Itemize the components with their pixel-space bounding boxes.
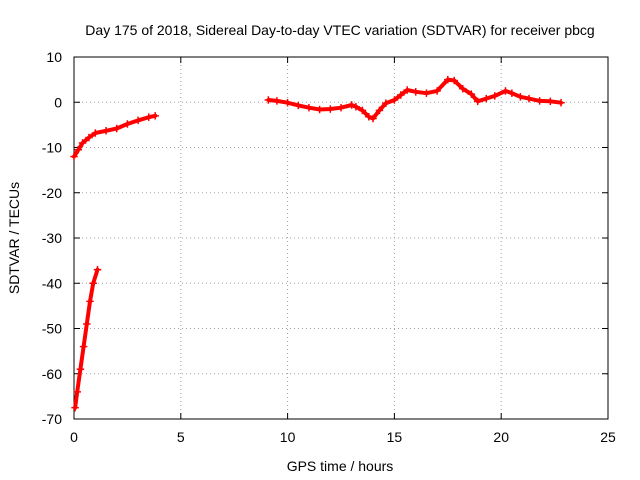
data-point xyxy=(444,75,452,84)
chart-title: Day 175 of 2018, Sidereal Day-to-day VTE… xyxy=(85,22,594,38)
data-point xyxy=(151,112,159,120)
data-point xyxy=(91,129,100,137)
data-point xyxy=(78,139,87,147)
data-point xyxy=(450,76,458,85)
y-tick-label: -30 xyxy=(42,230,62,246)
x-tick-label: 5 xyxy=(177,429,185,445)
axis-ticks xyxy=(73,56,609,420)
data-point xyxy=(264,96,273,104)
y-tick-label: -20 xyxy=(42,185,62,201)
data-point xyxy=(501,87,510,95)
data-point xyxy=(403,86,411,94)
series-pbcg-a xyxy=(71,265,102,412)
data-point xyxy=(83,320,91,328)
x-tick-label: 0 xyxy=(70,429,78,445)
y-tick-label: -60 xyxy=(42,366,62,382)
data-point xyxy=(71,403,79,412)
y-tick-label: -10 xyxy=(42,140,62,156)
data-point xyxy=(365,112,373,121)
data-point xyxy=(326,105,335,113)
data-point xyxy=(73,388,81,396)
x-tick-label: 20 xyxy=(493,429,509,445)
data-point xyxy=(508,89,516,97)
x-tick-label: 10 xyxy=(280,429,296,445)
data-point xyxy=(294,101,303,110)
y-tick-label: -50 xyxy=(42,321,62,337)
x-tick-labels: 0 5 10 15 20 25 xyxy=(70,429,616,445)
data-point xyxy=(273,97,281,105)
y-tick-label: 10 xyxy=(46,49,62,65)
data-point xyxy=(473,97,482,106)
x-tick-label: 25 xyxy=(600,429,616,445)
data-point xyxy=(347,101,356,109)
data-point xyxy=(516,93,525,101)
data-point xyxy=(557,98,565,107)
data-point xyxy=(112,124,121,133)
data-point xyxy=(412,88,420,96)
data-point xyxy=(85,133,93,142)
data-point xyxy=(89,279,97,287)
data-point xyxy=(369,114,377,123)
data-point xyxy=(352,103,360,111)
data-point xyxy=(535,97,544,105)
data-point xyxy=(358,106,367,115)
y-axis-label: SDTVAR / TECUs xyxy=(6,182,22,294)
x-tick-label: 15 xyxy=(387,429,403,445)
data-point xyxy=(433,87,441,95)
data-point xyxy=(74,146,83,154)
data-point xyxy=(390,96,399,104)
data-point xyxy=(102,127,110,135)
data-point xyxy=(76,365,85,373)
data-point xyxy=(86,297,94,306)
data-point xyxy=(79,342,88,351)
series-pbcg-b xyxy=(70,112,159,161)
data-point xyxy=(491,92,499,100)
data-point xyxy=(123,120,132,128)
data-point xyxy=(315,105,324,114)
series-pbcg-c xyxy=(264,75,565,123)
data-point xyxy=(459,84,467,93)
y-tick-label: 0 xyxy=(54,94,62,110)
data-point xyxy=(546,97,555,106)
data-point xyxy=(482,94,490,103)
data-point xyxy=(382,99,390,107)
data-point xyxy=(525,94,533,103)
data-point xyxy=(70,152,78,161)
grid xyxy=(74,57,608,419)
data-point xyxy=(145,113,153,121)
series-layer xyxy=(70,75,565,412)
data-point xyxy=(467,90,476,98)
data-point xyxy=(397,91,405,99)
data-point xyxy=(283,98,292,107)
data-point xyxy=(93,265,102,274)
data-point xyxy=(375,106,384,115)
data-point xyxy=(134,116,142,125)
y-tick-label: -40 xyxy=(42,275,62,291)
data-point xyxy=(337,103,345,112)
y-tick-label: -70 xyxy=(42,411,62,427)
y-tick-labels: -70 -60 -50 -40 -30 -20 -10 0 10 xyxy=(42,49,62,427)
data-point xyxy=(305,103,313,112)
x-axis-label: GPS time / hours xyxy=(287,458,394,474)
data-point xyxy=(422,89,431,97)
